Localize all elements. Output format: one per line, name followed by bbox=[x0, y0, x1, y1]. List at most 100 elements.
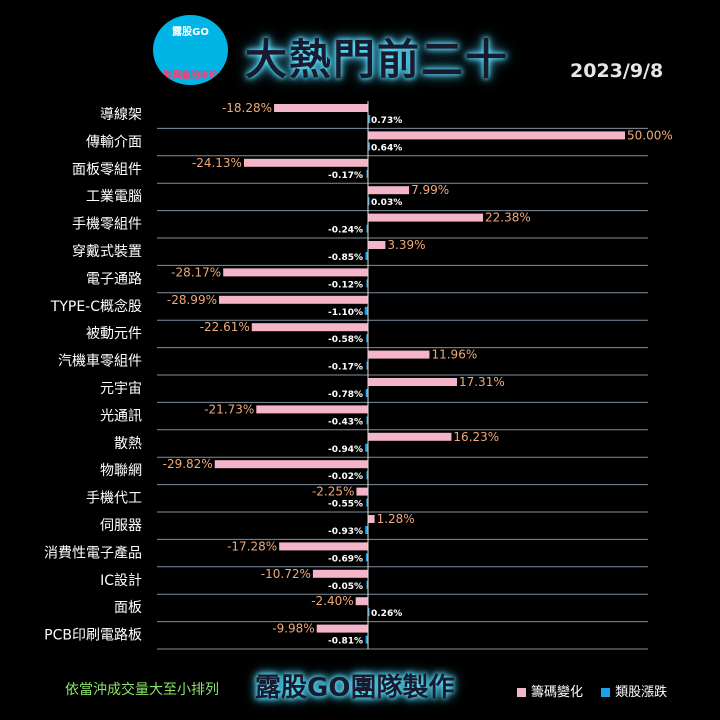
chip-change-bar bbox=[368, 131, 625, 140]
chip-change-bar bbox=[368, 515, 375, 523]
chip-change-bar bbox=[214, 460, 368, 469]
category-label: 汽機車零組件 bbox=[58, 353, 142, 370]
category-label: 散熱 bbox=[114, 436, 142, 452]
sector-change-label: 0.64% bbox=[371, 143, 402, 153]
chip-change-bar bbox=[223, 268, 368, 277]
category-label: 物聯網 bbox=[100, 463, 142, 479]
category-label: 面板零組件 bbox=[72, 162, 142, 178]
sector-change-bar bbox=[366, 471, 368, 480]
category-label: 手機代工 bbox=[86, 491, 142, 507]
page-title: 大熱門前二十 bbox=[245, 35, 510, 84]
category-label: 導線架 bbox=[100, 107, 142, 123]
category-label: TYPE-C概念股 bbox=[50, 298, 142, 315]
sector-change-label: -0.85% bbox=[328, 253, 363, 263]
chip-change-label: -17.28% bbox=[227, 539, 277, 553]
category-label: 電子通路 bbox=[86, 271, 142, 287]
category-label: 工業電腦 bbox=[86, 189, 142, 205]
chip-change-bar bbox=[368, 213, 484, 222]
chip-change-label: 17.31% bbox=[459, 375, 505, 389]
chip-change-label: 1.28% bbox=[377, 512, 415, 526]
sector-change-bar bbox=[368, 197, 370, 206]
sector-change-bar bbox=[365, 553, 368, 562]
chip-change-bar bbox=[368, 350, 430, 359]
sector-change-label: -0.81% bbox=[328, 637, 363, 647]
sector-change-bar bbox=[366, 279, 368, 288]
chip-change-label: -22.61% bbox=[200, 320, 250, 334]
legend-item-sector: 類股漲跌 bbox=[601, 685, 667, 700]
chip-change-bar bbox=[312, 569, 368, 578]
legend-label-sector: 類股漲跌 bbox=[615, 685, 668, 700]
sector-change-bar bbox=[368, 608, 370, 617]
chip-change-label: 7.99% bbox=[411, 183, 449, 197]
sector-change-bar bbox=[366, 224, 368, 233]
sector-change-bar bbox=[365, 635, 368, 644]
chip-change-label: -2.25% bbox=[312, 485, 354, 499]
sector-change-bar bbox=[368, 115, 371, 123]
category-label: IC設計 bbox=[100, 573, 142, 589]
sector-change-bar bbox=[364, 306, 368, 315]
sector-change-label: 0.26% bbox=[371, 609, 402, 619]
sector-change-label: -0.05% bbox=[328, 582, 363, 592]
chip-change-bar bbox=[368, 186, 410, 195]
chip-change-label: 50.00% bbox=[627, 128, 673, 142]
chip-change-bar bbox=[243, 158, 368, 167]
chip-change-label: -29.82% bbox=[163, 457, 213, 471]
sector-change-bar bbox=[365, 526, 368, 534]
category-label: 傳輸介面 bbox=[86, 134, 142, 150]
sector-change-bar bbox=[365, 443, 368, 452]
chip-change-label: -28.99% bbox=[167, 293, 217, 307]
chip-change-bar bbox=[251, 323, 368, 332]
sector-change-label: -0.12% bbox=[328, 280, 363, 290]
sector-change-label: -0.94% bbox=[328, 445, 363, 455]
sector-change-label: -0.17% bbox=[328, 363, 363, 373]
sector-change-label: -1.10% bbox=[328, 308, 363, 318]
chip-change-bar bbox=[218, 295, 368, 304]
logo-subtext: 耽與僱的串珍 bbox=[163, 71, 218, 81]
chip-change-label: -24.13% bbox=[192, 156, 242, 170]
chip-change-bar bbox=[368, 378, 457, 386]
chip-change-bar bbox=[368, 432, 452, 441]
sector-change-label: -0.02% bbox=[328, 472, 363, 482]
category-label: 伺服器 bbox=[100, 518, 142, 534]
chip-change-bar bbox=[274, 104, 368, 112]
chip-change-label: -10.72% bbox=[261, 567, 311, 581]
legend-item-chip: 籌碼變化 bbox=[517, 685, 583, 700]
team-credit: 露股GO團隊製作 bbox=[255, 673, 455, 703]
sector-change-bar bbox=[366, 361, 368, 370]
chip-change-label: 22.38% bbox=[485, 211, 531, 225]
sector-change-label: 0.73% bbox=[371, 116, 402, 126]
date-label: 2023/9/8 bbox=[570, 60, 664, 82]
chip-change-label: -21.73% bbox=[204, 402, 254, 416]
category-label: 被動元件 bbox=[86, 326, 142, 342]
chip-change-label: 11.96% bbox=[431, 348, 477, 362]
chip-change-label: -18.28% bbox=[222, 101, 272, 115]
sector-change-bar bbox=[366, 169, 368, 178]
chip-change-bar bbox=[256, 405, 368, 414]
sector-change-label: -0.24% bbox=[328, 226, 363, 236]
sort-note: 依當沖成交量大至小排列 bbox=[65, 682, 219, 698]
chip-change-bar bbox=[279, 542, 368, 551]
chip-change-label: 3.39% bbox=[387, 238, 425, 252]
logo-text: 露股GO bbox=[172, 27, 209, 38]
sector-change-bar bbox=[366, 334, 368, 343]
sector-change-bar bbox=[368, 142, 370, 151]
category-label: 光通訊 bbox=[100, 408, 142, 424]
chip-change-label: -2.40% bbox=[311, 594, 353, 608]
category-label: 消費性電子產品 bbox=[44, 544, 142, 561]
chip-change-label: -28.17% bbox=[171, 265, 221, 279]
sector-change-label: -0.58% bbox=[328, 335, 363, 345]
category-label: 手機零組件 bbox=[72, 217, 142, 233]
sector-change-bar bbox=[366, 580, 368, 589]
chip-change-label: 16.23% bbox=[453, 430, 499, 444]
chip-change-label: -9.98% bbox=[272, 622, 314, 636]
category-label: PCB印刷電路板 bbox=[44, 628, 142, 644]
sector-change-label: -0.17% bbox=[328, 171, 363, 181]
legend: 籌碼變化 類股漲跌 bbox=[517, 681, 681, 700]
chip-change-bar bbox=[355, 597, 368, 606]
sector-change-label: -0.78% bbox=[328, 390, 363, 400]
sector-change-label: 0.03% bbox=[371, 198, 402, 208]
legend-label-chip: 籌碼變化 bbox=[531, 685, 584, 700]
sector-change-bar bbox=[365, 389, 368, 397]
category-label: 穿戴式裝置 bbox=[72, 244, 142, 260]
sector-change-bar bbox=[366, 416, 368, 425]
